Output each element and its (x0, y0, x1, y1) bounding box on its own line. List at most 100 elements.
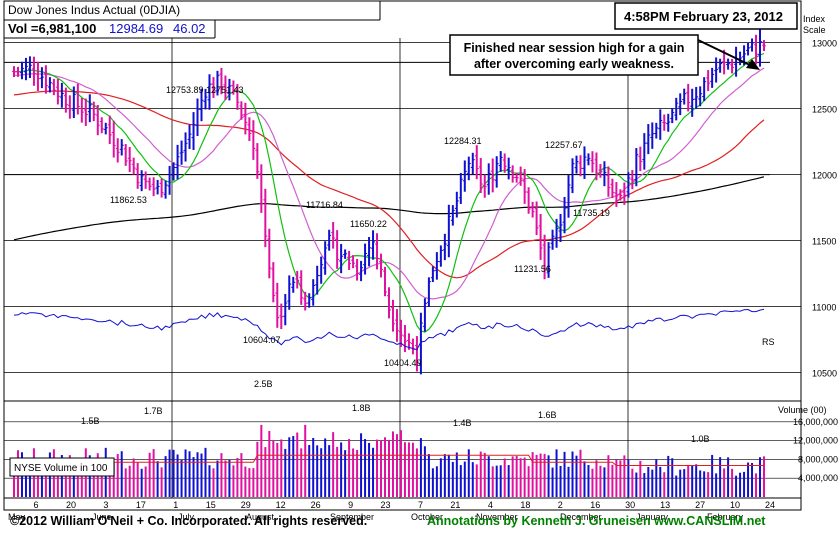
volume-bar (555, 449, 558, 497)
volume-bar (80, 466, 83, 497)
volume-bar (519, 458, 522, 497)
price-bar (762, 40, 766, 52)
price-bar (143, 171, 148, 189)
price-bar (371, 230, 376, 260)
volume-tick-labels: 4,000,000 8,000,000 12,000,000 16,000,000 (793, 417, 838, 483)
date-tick-label: 29 (241, 500, 251, 510)
volume-panel-frame (3, 400, 802, 499)
price-bar (490, 158, 495, 193)
price-bar (275, 282, 280, 328)
price-bar (442, 233, 447, 261)
price-bar (103, 122, 108, 135)
ma-10-day (14, 52, 765, 333)
price-bar (55, 78, 60, 105)
volume-bar (687, 465, 690, 497)
date-tick-label: 24 (765, 500, 775, 510)
month-label: September (330, 512, 374, 522)
ma-50-day (13, 90, 765, 279)
volume-bar (599, 465, 602, 497)
volume-bar (447, 454, 450, 497)
price-bar (438, 245, 443, 267)
price-bar (195, 98, 200, 136)
price-bar (498, 151, 503, 172)
volume-legend-box (9, 457, 115, 477)
price-annotation: 11650.22 (350, 219, 387, 229)
price-bar (27, 56, 32, 79)
price-bar (554, 218, 559, 248)
volume-bar (172, 449, 175, 497)
volume-bar (320, 448, 323, 497)
price-bar (678, 93, 683, 116)
volume-bar (515, 456, 518, 497)
annotation-arrowhead (746, 59, 760, 70)
volume-bar (64, 466, 67, 497)
volume-bar (136, 462, 139, 497)
volume-bar (419, 438, 422, 497)
price-annotation: 11231.56 (514, 264, 551, 274)
volume-bar (735, 475, 738, 497)
rs-line-path (13, 308, 765, 351)
price-bar (255, 143, 260, 179)
volume-bar (328, 445, 331, 497)
price-bar (15, 66, 20, 77)
volume-bar (631, 468, 634, 497)
copyright: ©2012 William O'Neil + Co. Incorporated.… (10, 514, 368, 528)
date-tick-label: 10 (730, 500, 740, 510)
price-bar (367, 237, 372, 267)
volume-bar (511, 456, 514, 497)
price-bar (546, 242, 551, 278)
price-bar (674, 97, 679, 121)
volume-bar (659, 466, 662, 497)
price-bar (251, 120, 256, 160)
month-label: February (707, 512, 744, 522)
volume-bar (587, 465, 590, 497)
volume-bar (184, 449, 187, 497)
volume-bar (611, 464, 614, 497)
volume-bar (663, 472, 666, 497)
volume-bar (435, 466, 438, 497)
volume-legend: NYSE Volume in 100 (14, 463, 108, 474)
date-tick-label: 17 (136, 500, 146, 510)
price-bars (12, 29, 766, 375)
price-bar (434, 252, 439, 280)
volume-bar (300, 448, 303, 497)
volume-bar (623, 455, 626, 497)
price-bar (327, 229, 332, 251)
volume-bar (176, 454, 179, 497)
volume-bar (132, 458, 135, 497)
price-bar (355, 258, 360, 281)
price-bar (75, 83, 80, 115)
volume-bar (44, 463, 47, 497)
month-label: January (636, 512, 669, 522)
volume-bar (164, 456, 167, 497)
price-bar (726, 58, 731, 70)
volume-bar (188, 451, 191, 497)
price-bar (131, 157, 136, 175)
volume-bar (28, 458, 31, 497)
price-tick-label: 12000 (812, 171, 837, 181)
volume-bar (679, 469, 682, 497)
volume-bar (559, 465, 562, 497)
price-bar (650, 122, 655, 149)
volume-bar (220, 453, 223, 497)
price-bar (199, 88, 204, 122)
volume-tick-label: 16,000,000 (793, 417, 838, 427)
ma-20-day (13, 67, 765, 300)
volume-bar (156, 461, 159, 497)
date-tick-label: 27 (695, 500, 705, 510)
volume-bar (615, 459, 618, 497)
volume-bar (284, 448, 287, 497)
volume-bar (527, 466, 530, 497)
price-bar (43, 65, 48, 94)
volume-annotation: 1.8B (352, 403, 371, 413)
date-tick-label: 1 (173, 500, 178, 510)
change-readout: 46.02 (173, 21, 206, 36)
volume-bar (13, 463, 15, 497)
price-bar (566, 175, 571, 218)
volume-bar (567, 466, 570, 497)
volume-bar (288, 437, 291, 497)
price-bar (331, 222, 336, 249)
volume-bar (607, 455, 610, 497)
price-bar (159, 178, 164, 198)
price-annotation: 10604.07 (243, 335, 281, 345)
